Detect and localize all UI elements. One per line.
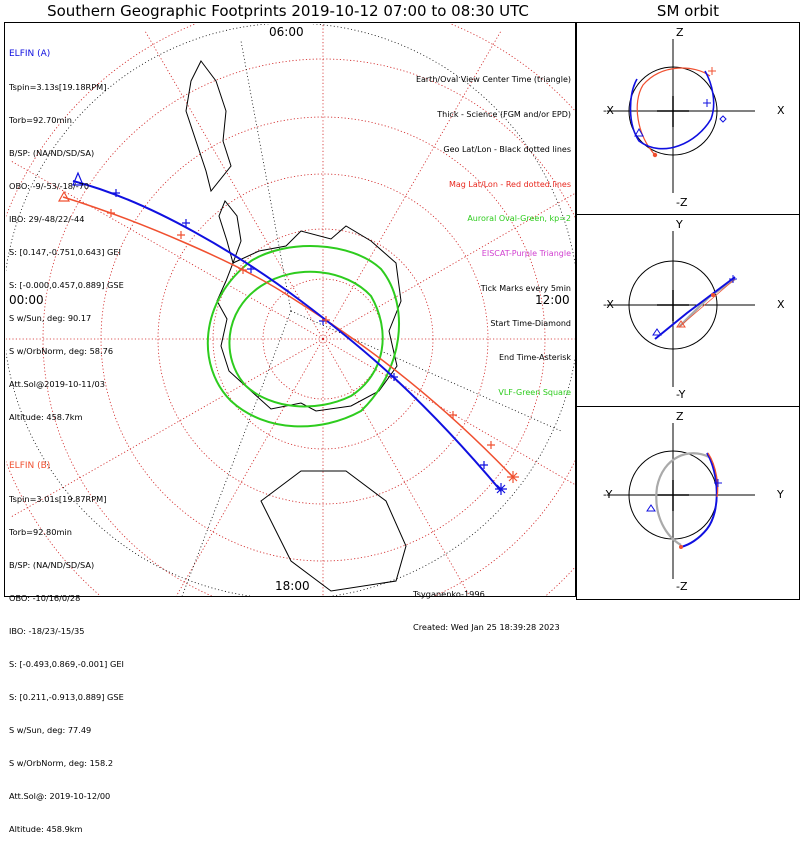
axis-label-top: Y: [676, 218, 683, 231]
elfin-b-info: ELFIN (B) Tspin=3.01s[19.87RPM] Torb=92.…: [9, 439, 124, 857]
elfin-a-ticks: [112, 189, 488, 469]
sm-orbit-xz-plot: [607, 39, 755, 193]
elfin-b-line: Tspin=3.01s[19.87RPM]: [9, 494, 107, 504]
sm-orbit-yz-panel: Z -Z -Y Y: [576, 406, 800, 600]
elfin-a-line: S w/Sun, deg: 90.17: [9, 313, 92, 323]
sm-orbit-xy-plot: [607, 231, 755, 387]
hour-label-06: 06:00: [269, 25, 304, 39]
hour-label-18: 18:00: [275, 579, 310, 593]
elfin-b-title: ELFIN (B): [9, 461, 51, 471]
sm-orbit-xy-panel: Y -Y -X X: [576, 214, 800, 407]
elfin-b-ticks: [107, 209, 495, 449]
south-america-coastline: [185, 60, 232, 193]
elfin-a-line: Torb=92.70min: [9, 115, 72, 125]
sm-yz-elfin-b-gray: [655, 452, 710, 546]
elfin-b-line: Att.Sol@: 2019-10-12/00: [9, 791, 111, 801]
elfin-a-line: Altitude: 458.7km: [9, 412, 83, 422]
elfin-a-line: S: [-0.000,0.457,0.889] GSE: [9, 280, 124, 290]
elfin-b-line: S: [-0.493,0.869,-0.001] GEI: [9, 659, 124, 669]
elfin-a-end-asterisk: [495, 483, 507, 495]
africa-coastline: [260, 470, 407, 592]
legend-item: VLF-Green Square: [498, 388, 571, 398]
elfin-b-line: S: [0.211,-0.913,0.889] GSE: [9, 692, 124, 702]
axis-label-top: Z: [676, 410, 684, 423]
legend-item: Auroral Oval-Green, kp=2: [467, 214, 571, 224]
sm-orbit-title: SM orbit: [656, 2, 720, 20]
legend-item: Earth/Oval View Center Time (triangle): [415, 75, 571, 85]
footprint-map-panel: 06:00 00:00 12:00 18:00 Earth/Oval View …: [4, 22, 576, 834]
sm-xz-elfin-a: [629, 70, 715, 150]
elfin-b-line: OBO: -10/16/0/28: [9, 593, 81, 603]
sm-orbit-yz-plot: [607, 423, 755, 579]
elfin-b-line: IBO: -18/23/-15/35: [9, 626, 85, 636]
polar-map: [6, 24, 575, 596]
axis-label-bottom: -Y: [676, 388, 686, 401]
model-credit: Tsyganenko-1996: [413, 589, 485, 599]
elfin-a-line: Att.Sol@2019-10-11/03: [9, 379, 105, 389]
elfin-b-line: S w/Sun, deg: 77.49: [9, 725, 92, 735]
axis-label-left: -X: [603, 104, 614, 117]
elfin-a-line: Tspin=3.13s[19.18RPM]: [9, 82, 107, 92]
sm-yz-elfin-a: [680, 452, 718, 548]
elfin-b-start-triangle: [57, 190, 71, 202]
axis-label-right: Y: [777, 488, 784, 501]
axis-label-left: -Y: [603, 488, 613, 501]
legend-item: Tick Marks every 5min: [480, 283, 571, 293]
hour-label-00: 00:00: [9, 293, 44, 307]
antarctic-peninsula: [218, 200, 242, 265]
elfin-b-line: B/SP: (NA/ND/SD/SA): [9, 560, 95, 570]
legend-item: Geo Lat/Lon - Black dotted lines: [443, 144, 571, 154]
auroral-oval-outer: [206, 245, 400, 428]
elfin-a-line: OBO: -9/-53/-18/-70: [9, 181, 90, 191]
axis-label-right: X: [777, 104, 785, 117]
legend-item: Start Time-Diamond: [490, 318, 571, 328]
elfin-b-line: Altitude: 458.9km: [9, 824, 83, 834]
sm-xy-elfin-a: [654, 276, 736, 340]
elfin-b-end-asterisk: [507, 471, 519, 483]
elfin-a-start-triangle: [72, 171, 84, 186]
elfin-a-title: ELFIN (A): [9, 49, 51, 59]
axis-label-left: -X: [603, 298, 614, 311]
auroral-oval-inner: [228, 270, 384, 408]
elfin-a-line: B/SP: (NA/ND/SD/SA): [9, 148, 95, 158]
axis-label-top: Z: [676, 26, 684, 39]
elfin-b-track: [62, 196, 514, 478]
legend-item: Mag Lat/Lon - Red dotted lines: [448, 179, 571, 189]
axis-label-bottom: -Z: [676, 580, 688, 593]
elfin-a-info: ELFIN (A) Tspin=3.13s[19.18RPM] Torb=92.…: [9, 27, 124, 445]
created-timestamp: Created: Wed Jan 25 18:39:28 2023: [413, 622, 560, 632]
geo-lon-grid: [181, 40, 562, 596]
elfin-a-line: S w/OrbNorm, deg: 58.76: [9, 346, 114, 356]
elfin-a-line: S: [0.147,-0.751,0.643] GEI: [9, 247, 121, 257]
elfin-a-line: IBO: 29/-48/22/-44: [9, 214, 85, 224]
elfin-a-track: [72, 180, 502, 492]
credits: Tsyganenko-1996 Created: Wed Jan 25 18:3…: [413, 567, 560, 655]
plot-title: Southern Geographic Footprints 2019-10-1…: [47, 2, 529, 20]
elfin-b-line: Torb=92.80min: [9, 527, 72, 537]
sm-orbit-xz-panel: Z -Z -X X: [576, 22, 800, 215]
elfin-b-line: S w/OrbNorm, deg: 158.2: [9, 758, 114, 768]
hour-label-12: 12:00: [535, 293, 570, 307]
axis-label-bottom: -Z: [676, 196, 688, 209]
axis-label-right: X: [777, 298, 785, 311]
map-legend: Earth/Oval View Center Time (triangle) T…: [416, 51, 571, 422]
legend-item: Thick - Science (FGM and/or EPD): [437, 109, 571, 119]
legend-item: End Time-Asterisk: [498, 353, 571, 363]
legend-item: EISCAT-Purple Triangle: [481, 249, 571, 259]
